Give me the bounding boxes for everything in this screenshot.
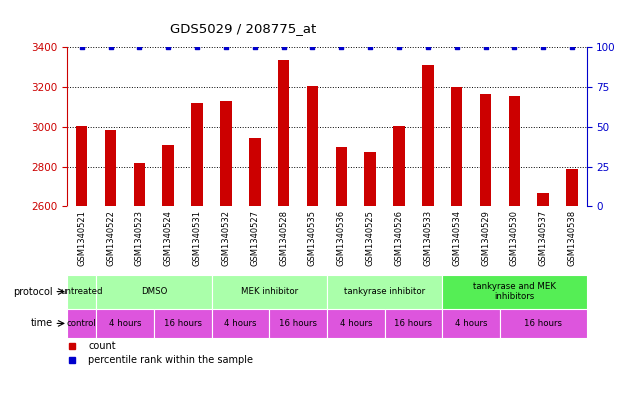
Text: count: count <box>88 342 115 351</box>
Text: 16 hours: 16 hours <box>279 319 317 328</box>
Point <box>509 44 519 50</box>
Text: untreated: untreated <box>60 287 103 296</box>
Point <box>394 44 404 50</box>
Point <box>278 44 288 50</box>
Bar <box>191 103 203 206</box>
Text: GSM1340531: GSM1340531 <box>192 210 202 266</box>
Bar <box>249 138 260 206</box>
Point <box>538 44 548 50</box>
Bar <box>442 309 500 338</box>
Bar <box>537 193 549 206</box>
Bar <box>212 309 269 338</box>
Text: 4 hours: 4 hours <box>455 319 487 328</box>
Bar <box>336 147 347 206</box>
Point <box>105 44 115 50</box>
Text: 4 hours: 4 hours <box>109 319 141 328</box>
Text: GSM1340521: GSM1340521 <box>77 210 87 266</box>
Bar <box>364 152 376 206</box>
Text: GSM1340536: GSM1340536 <box>337 210 346 266</box>
Bar <box>104 130 117 206</box>
Point <box>77 44 87 50</box>
Text: GSM1340523: GSM1340523 <box>135 210 144 266</box>
Point <box>192 44 203 50</box>
Bar <box>509 96 520 206</box>
Bar <box>212 275 327 309</box>
Point <box>481 44 491 50</box>
Text: time: time <box>31 318 53 329</box>
Bar <box>96 275 212 309</box>
Text: GSM1340526: GSM1340526 <box>394 210 404 266</box>
Bar <box>163 145 174 206</box>
Point <box>135 44 145 50</box>
Text: GSM1340532: GSM1340532 <box>221 210 231 266</box>
Text: GSM1340524: GSM1340524 <box>163 210 173 266</box>
Text: GSM1340530: GSM1340530 <box>510 210 519 266</box>
Text: GSM1340533: GSM1340533 <box>423 210 433 266</box>
Text: 16 hours: 16 hours <box>524 319 562 328</box>
Text: GSM1340535: GSM1340535 <box>308 210 317 266</box>
Point <box>221 44 231 50</box>
Bar <box>442 275 587 309</box>
Point <box>249 44 260 50</box>
Bar <box>306 86 318 206</box>
Bar <box>278 60 290 206</box>
Bar <box>479 94 492 206</box>
Point <box>423 44 433 50</box>
Text: DMSO: DMSO <box>140 287 167 296</box>
Text: GSM1340538: GSM1340538 <box>567 210 577 266</box>
Point <box>307 44 317 50</box>
Bar <box>154 309 212 338</box>
Text: 16 hours: 16 hours <box>394 319 433 328</box>
Text: control: control <box>67 319 97 328</box>
Text: GDS5029 / 208775_at: GDS5029 / 208775_at <box>171 22 317 35</box>
Bar <box>76 126 87 206</box>
Bar <box>394 126 405 206</box>
Text: tankyrase and MEK
inhibitors: tankyrase and MEK inhibitors <box>473 282 556 301</box>
Text: GSM1340537: GSM1340537 <box>538 210 548 266</box>
Bar <box>451 87 463 206</box>
Text: GSM1340534: GSM1340534 <box>452 210 462 266</box>
Bar <box>327 309 385 338</box>
Bar <box>385 309 442 338</box>
Text: 16 hours: 16 hours <box>163 319 202 328</box>
Text: MEK inhibitor: MEK inhibitor <box>240 287 298 296</box>
Bar <box>500 309 587 338</box>
Point <box>567 44 577 50</box>
Text: GSM1340528: GSM1340528 <box>279 210 288 266</box>
Text: GSM1340529: GSM1340529 <box>481 210 490 266</box>
Bar <box>67 309 96 338</box>
Text: GSM1340522: GSM1340522 <box>106 210 115 266</box>
Text: protocol: protocol <box>13 286 53 297</box>
Bar <box>422 65 433 206</box>
Bar <box>133 163 145 206</box>
Bar <box>96 309 154 338</box>
Text: tankyrase inhibitor: tankyrase inhibitor <box>344 287 425 296</box>
Bar <box>67 275 96 309</box>
Point <box>163 44 173 50</box>
Point <box>451 44 462 50</box>
Bar <box>567 169 578 206</box>
Point <box>365 44 376 50</box>
Text: 4 hours: 4 hours <box>340 319 372 328</box>
Text: GSM1340525: GSM1340525 <box>365 210 375 266</box>
Bar <box>221 101 232 206</box>
Text: 4 hours: 4 hours <box>224 319 256 328</box>
Point <box>336 44 346 50</box>
Text: percentile rank within the sample: percentile rank within the sample <box>88 355 253 365</box>
Bar <box>269 309 327 338</box>
Bar <box>327 275 442 309</box>
Text: GSM1340527: GSM1340527 <box>250 210 260 266</box>
